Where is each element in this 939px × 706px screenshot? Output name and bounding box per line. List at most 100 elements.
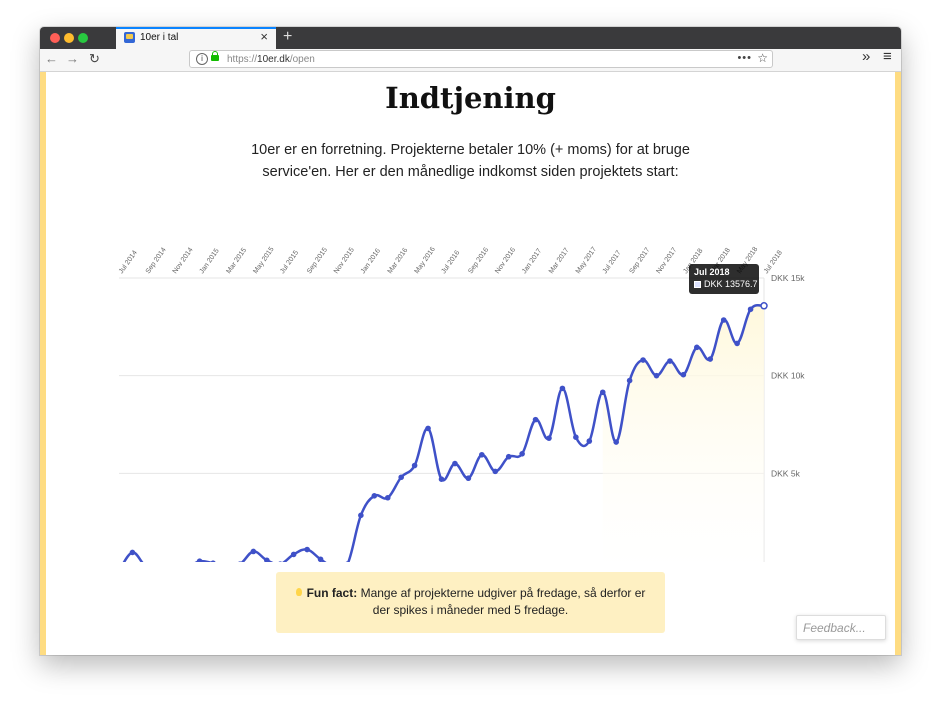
x-tick-label: Mar 2017: [548, 247, 571, 275]
hamburger-menu-icon[interactable]: ≡: [883, 48, 892, 65]
url-path: /open: [289, 54, 315, 65]
data-point: [680, 371, 687, 378]
data-point: [250, 548, 257, 555]
x-tick-label: Jul 2016: [440, 249, 461, 275]
data-point: [196, 558, 203, 562]
y-tick-label: DKK 15k: [771, 273, 805, 283]
maximize-window-button[interactable]: [78, 33, 88, 43]
x-tick-label: Mar 2016: [387, 247, 410, 275]
tab-active[interactable]: 10er i tal ×: [116, 27, 276, 49]
page-actions-icon[interactable]: •••: [737, 52, 752, 64]
data-point: [317, 556, 324, 562]
data-point: [734, 340, 740, 347]
data-point: [264, 557, 270, 562]
reload-icon[interactable]: ↻: [89, 51, 100, 66]
data-point: [667, 358, 673, 364]
tooltip-value: DKK 13576.7: [704, 279, 758, 289]
x-tick-label: May 2015: [252, 246, 275, 275]
data-point: [747, 306, 754, 313]
data-point: [129, 549, 136, 556]
x-tick-label: May 2016: [414, 246, 437, 275]
x-tick-label: Sep 2016: [467, 246, 490, 275]
back-icon[interactable]: ←: [45, 51, 58, 66]
data-point: [438, 476, 445, 482]
x-tick-label: Jul 2015: [279, 249, 300, 275]
data-point: [479, 451, 485, 458]
x-tick-label: Sep 2017: [629, 246, 652, 275]
data-point: [519, 451, 525, 457]
x-tick-label: Nov 2017: [655, 246, 678, 275]
x-tick-label: Jan 2016: [360, 247, 382, 275]
data-point: [707, 356, 714, 362]
url-protocol: https://: [227, 54, 258, 65]
browser-window: 10er i tal × + ← → ↻ i https://10er.dk/o…: [40, 27, 901, 655]
data-point: [720, 317, 727, 323]
x-tick-label: Jan 2015: [199, 247, 221, 275]
data-point: [573, 434, 579, 440]
x-tick-label: Nov 2014: [172, 246, 195, 275]
feedback-button[interactable]: Feedback...: [796, 615, 886, 640]
new-tab-button[interactable]: +: [283, 28, 293, 45]
data-point: [505, 453, 512, 460]
chart-tooltip: Jul 2018 DKK 13576.7: [689, 264, 759, 294]
x-tick-label: Sep 2014: [145, 246, 168, 275]
page-content: Indtjening 10er er en forretning. Projek…: [40, 72, 901, 655]
page-title: Indtjening: [385, 81, 556, 115]
data-point: [613, 439, 619, 445]
data-point: [559, 385, 566, 392]
x-tick-label: Nov 2016: [494, 246, 517, 275]
lock-icon: [211, 51, 219, 61]
data-point: [586, 438, 593, 444]
data-point: [210, 560, 216, 562]
tooltip-swatch: [694, 281, 701, 288]
data-point: [304, 546, 310, 553]
x-tick-label: Nov 2015: [333, 246, 356, 275]
data-point: [345, 561, 350, 562]
data-point: [384, 494, 391, 501]
data-point: [599, 389, 606, 396]
x-tick-label: Jan 2017: [521, 247, 543, 275]
close-window-button[interactable]: [50, 33, 60, 43]
data-point: [452, 460, 458, 467]
x-tick-label: May 2017: [575, 246, 598, 275]
favicon-icon: [124, 32, 135, 43]
area-fill: [602, 305, 764, 562]
fun-fact-label: Fun fact:: [306, 586, 358, 600]
fun-fact-box: Fun fact: Mange af projekterne udgiver p…: [276, 572, 665, 633]
x-tick-label: Mar 2015: [225, 247, 248, 275]
tab-bar: 10er i tal × +: [40, 27, 901, 49]
data-point: [278, 561, 283, 562]
data-point: [640, 357, 646, 363]
x-tick-label: Jul 2018: [763, 249, 784, 275]
tooltip-title: Jul 2018: [694, 267, 730, 277]
url-text[interactable]: https://10er.dk/open: [227, 53, 315, 66]
tab-title: 10er i tal: [140, 32, 179, 43]
x-tick-label: Jul 2014: [118, 249, 139, 275]
y-tick-label: DKK 5k: [771, 468, 801, 478]
data-point: [532, 416, 539, 423]
overflow-menu-icon[interactable]: »: [862, 48, 871, 65]
data-point: [425, 425, 431, 432]
y-tick-label: DKK 10k: [771, 371, 805, 381]
fun-fact-text: Mange af projekterne udgiver på fredage,…: [360, 586, 646, 617]
intro-text: 10er er en forretning. Projekterne betal…: [251, 142, 690, 180]
lightbulb-icon: [295, 588, 302, 596]
data-point: [492, 468, 499, 475]
data-point: [411, 462, 418, 469]
info-icon[interactable]: i: [196, 53, 208, 65]
data-point: [626, 377, 633, 384]
data-point: [546, 435, 552, 441]
data-point: [238, 561, 242, 562]
bookmark-star-icon[interactable]: ☆: [757, 51, 768, 65]
minimize-window-button[interactable]: [64, 33, 74, 43]
data-point: [465, 475, 472, 482]
data-point: [358, 512, 364, 519]
data-point: [398, 474, 404, 481]
data-point: [290, 551, 297, 558]
x-tick-label: Sep 2015: [306, 246, 329, 275]
close-tab-icon[interactable]: ×: [260, 29, 268, 44]
forward-icon[interactable]: →: [66, 51, 79, 66]
url-bar[interactable]: i https://10er.dk/open ••• ☆: [189, 50, 773, 68]
right-accent-stripe: [895, 72, 901, 655]
